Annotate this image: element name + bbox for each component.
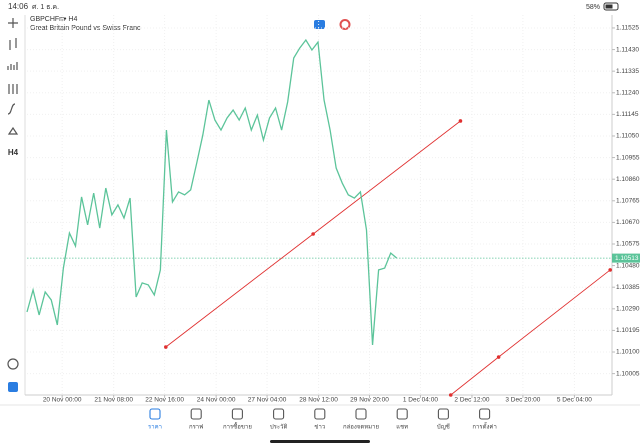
timeframe: • H4 [64, 16, 77, 23]
nav-icon[interactable] [314, 408, 326, 420]
y-tick-label: 1.10670 [616, 219, 640, 226]
y-tick-label: 1.11525 [616, 25, 639, 32]
nav-label[interactable]: แชท [396, 424, 408, 431]
current-price-box [612, 253, 640, 263]
y-tick-label: 1.10005 [616, 370, 640, 377]
x-tick-label: 28 Nov 12:00 [299, 397, 338, 404]
y-tick-label: 1.10385 [616, 284, 640, 291]
timeframe-button[interactable]: H4 [8, 148, 19, 157]
indicator-tool[interactable] [9, 38, 17, 50]
nav-icon[interactable] [437, 408, 449, 420]
x-tick-label: 21 Nov 08:00 [94, 397, 133, 404]
y-tick-label: 1.10480 [616, 262, 640, 269]
nav-icon[interactable] [396, 408, 408, 420]
y-tick-label: 1.11240 [616, 89, 639, 96]
x-tick-label: 3 Dec 20:00 [505, 397, 540, 404]
y-tick-label: 1.10765 [616, 198, 640, 205]
y-tick-label: 1.11335 [616, 68, 639, 75]
trendline-anchor [164, 345, 168, 349]
status-battery: 58% [586, 4, 600, 11]
nav-icon[interactable] [190, 408, 202, 420]
current-price-label: 1.10513 [615, 255, 639, 262]
y-tick-label: 1.10100 [616, 349, 640, 356]
x-tick-label: 29 Nov 20:00 [350, 397, 389, 404]
x-tick-label: 2 Dec 12:00 [454, 397, 489, 404]
x-tick-label: 24 Nov 00:00 [197, 397, 236, 404]
trendline-anchor [448, 393, 453, 397]
battery-level [605, 4, 613, 9]
nav-icon[interactable] [479, 408, 491, 420]
price-line [26, 38, 398, 346]
y-tick-label: 1.10290 [616, 306, 640, 313]
trendline [450, 269, 611, 396]
one-click-toggle[interactable] [339, 19, 351, 30]
y-tick-label: 1.11430 [616, 46, 639, 53]
battery-icon [603, 2, 619, 11]
nav-label[interactable]: บัญชี [437, 423, 450, 431]
y-tick-label: 1.11050 [616, 133, 639, 140]
volume-tool[interactable] [7, 62, 18, 70]
y-tick-label: 1.10955 [616, 154, 640, 161]
x-tick-label: 1 Dec 04:00 [403, 397, 438, 404]
home-indicator [270, 440, 370, 443]
trendline-anchor [311, 232, 315, 236]
x-tick-label: 22 Nov 16:00 [145, 397, 184, 404]
crosshair-tool[interactable] [8, 18, 18, 28]
trendline-anchor [608, 268, 612, 272]
nav-label[interactable]: การตั้งค่า [472, 421, 496, 431]
y-tick-label: 1.10860 [616, 176, 640, 183]
y-tick-label: 1.10575 [616, 241, 640, 248]
search-tool[interactable] [7, 358, 19, 370]
nav-label[interactable]: กราฟ [189, 424, 203, 431]
bottom-nav: ราคา กราฟ การซื้อขาย ประวัติ ข่าว กล่องจดหมาย… [148, 408, 497, 431]
left-toolbar: H4 [7, 18, 19, 392]
plot: 1.11525 1.11430 1.11335 1.11240 1.11145 1.110… [26, 15, 640, 404]
nav-icon[interactable] [149, 408, 161, 420]
buy-sell-toggle[interactable] [314, 20, 325, 29]
symbol: GBPCHFm [30, 16, 65, 23]
y-tick-label: 1.10195 [616, 327, 640, 334]
function-tool[interactable] [7, 103, 16, 115]
settings-tool[interactable] [8, 84, 18, 94]
symbol-description: Great Britain Pound vs Swiss Franc [30, 25, 141, 32]
nav-label[interactable]: การซื้อขาย [223, 421, 252, 431]
trendline-anchor [496, 355, 501, 359]
nav-label[interactable]: ข่าว [314, 424, 325, 431]
y-tick-label: 1.11145 [616, 111, 639, 118]
status-date: ศ. 1 ธ.ค. [32, 4, 59, 11]
trade-button[interactable] [8, 382, 18, 392]
x-tick-label: 5 Dec 04:00 [557, 397, 592, 404]
status-time: 14:06 [8, 2, 29, 11]
shapes-tool[interactable] [7, 126, 19, 135]
nav-icon[interactable] [273, 408, 285, 420]
nav-label[interactable]: ประวัติ [270, 424, 288, 431]
x-tick-label: 20 Nov 00:00 [43, 397, 82, 404]
nav-label[interactable]: ราคา [148, 424, 162, 431]
nav-label[interactable]: กล่องจดหมาย [343, 424, 379, 431]
x-tick-label: 27 Nov 04:00 [248, 397, 287, 404]
trendline-anchor [458, 119, 463, 123]
nav-icon[interactable] [355, 408, 367, 420]
nav-icon[interactable] [231, 408, 243, 420]
